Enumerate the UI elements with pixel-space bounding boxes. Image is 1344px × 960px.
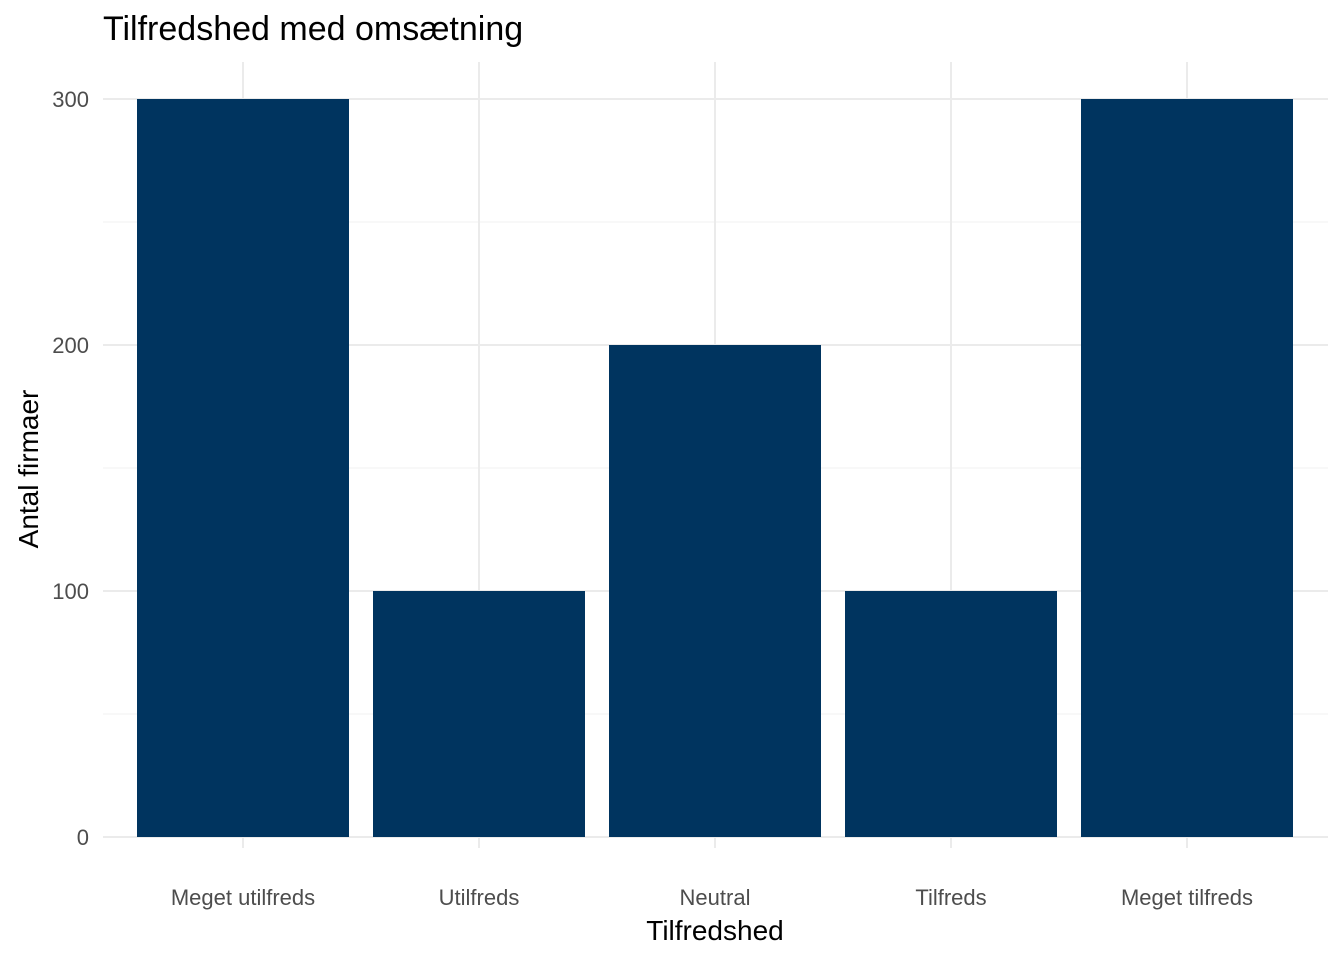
bar: [609, 345, 821, 837]
bar: [137, 99, 349, 837]
y-tick-label: 100: [52, 579, 89, 604]
y-tick-label: 300: [52, 87, 89, 112]
y-axis-ticks: 0 100 200 300: [52, 87, 89, 850]
x-axis-title: Tilfredshed: [646, 915, 783, 946]
bars: [137, 99, 1293, 837]
x-axis-ticks: Meget utilfreds Utilfreds Neutral Tilfreds M…: [171, 885, 1253, 910]
bar: [845, 591, 1057, 837]
chart-title: Tilfredshed med omsætning: [103, 10, 523, 48]
bar: [1081, 99, 1293, 837]
bar: [373, 591, 585, 837]
x-tick-label: Tilfreds: [915, 885, 986, 910]
x-tick-label: Utilfreds: [439, 885, 520, 910]
y-tick-label: 200: [52, 333, 89, 358]
x-tick-label: Meget utilfreds: [171, 885, 315, 910]
x-tick-label: Meget tilfreds: [1121, 885, 1253, 910]
y-axis-title: Antal firmaer: [13, 390, 44, 549]
y-tick-label: 0: [77, 825, 89, 850]
x-tick-label: Neutral: [680, 885, 751, 910]
